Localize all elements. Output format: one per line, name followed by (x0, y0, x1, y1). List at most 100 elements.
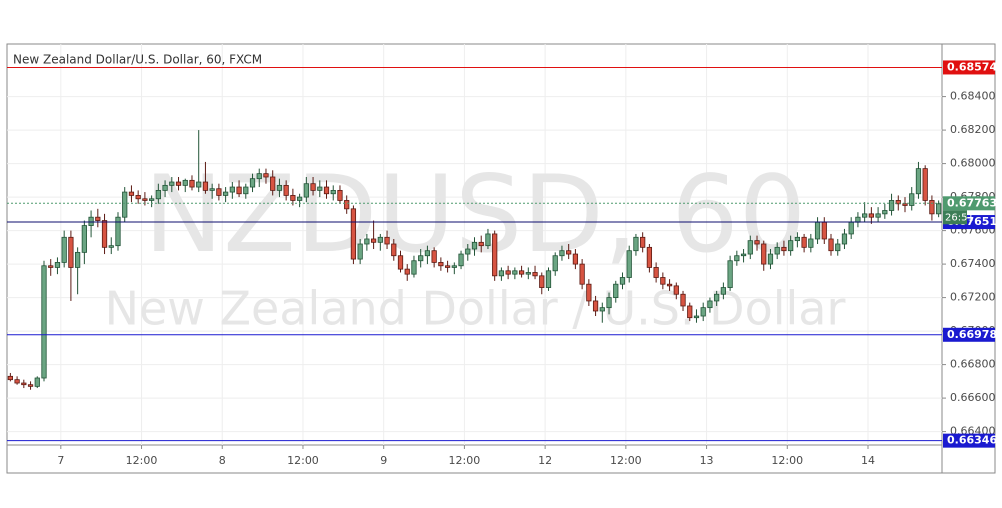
candle-body (673, 285, 679, 295)
x-tick-label: 12:00 (287, 454, 319, 467)
candle-body (599, 307, 605, 312)
candle-body (767, 253, 774, 265)
candle-body (337, 189, 343, 201)
candle-body (108, 245, 114, 248)
candle-body (687, 305, 693, 319)
candle-body (397, 255, 404, 270)
chart-title: New Zealand Dollar/U.S. Dollar, 60, FXCM (13, 53, 262, 67)
candle-body (492, 233, 498, 277)
candle-body (572, 253, 579, 265)
candle-body (929, 200, 935, 215)
x-tick-label: 7 (57, 454, 64, 467)
candle-body (61, 236, 67, 263)
candle-body (330, 189, 336, 195)
timer-label: 26:51 (945, 212, 974, 223)
candle-body (774, 246, 780, 255)
x-tick-label: 13 (700, 454, 714, 467)
candle-body (323, 186, 330, 195)
y-tick-label: 0.66800 (950, 358, 996, 371)
candle-body (693, 315, 700, 319)
candle-body (801, 236, 807, 248)
candle-body (478, 241, 484, 247)
watermark-name: New Zealand Dollar / U.S. Dollar (105, 282, 846, 336)
level-label: 0.68574 (947, 60, 997, 73)
candle-body (202, 181, 209, 191)
candle-body (498, 270, 505, 277)
candle-body (256, 173, 262, 180)
candle-body (303, 183, 309, 198)
candle-body (54, 262, 61, 268)
x-tick-label: 12:00 (610, 454, 642, 467)
candle-body (236, 186, 242, 195)
candle-body (249, 178, 256, 188)
candle-body (283, 184, 289, 196)
candle-body (545, 270, 552, 288)
candle-body (88, 216, 94, 226)
candle-body (828, 238, 834, 252)
candle-body (196, 181, 202, 188)
candle-body (902, 203, 908, 206)
candle-body (660, 277, 666, 285)
level-label-bg (943, 60, 995, 75)
candle-body (518, 270, 525, 275)
candle-body (606, 297, 612, 309)
x-tick-label: 9 (380, 454, 387, 467)
y-tick-label: 0.68200 (950, 123, 996, 136)
candle-body (263, 173, 269, 178)
y-tick-label: 0.66600 (950, 391, 996, 404)
x-tick-label: 12:00 (771, 454, 803, 467)
candle-body (559, 250, 565, 257)
candle-body (747, 240, 753, 255)
candle-body (532, 272, 538, 277)
candle-body (27, 384, 34, 387)
chart-frame (6, 43, 996, 474)
candle-body (344, 200, 350, 210)
candle-body (552, 255, 558, 272)
candle-body (424, 250, 431, 257)
candle-body (855, 216, 861, 223)
candle-body (438, 262, 444, 267)
candle-body (888, 200, 895, 211)
candle-body (290, 195, 296, 201)
candle-body (754, 240, 760, 245)
candle-body (81, 225, 87, 253)
level-label: 0.66346 (947, 434, 997, 447)
x-tick-label: 12:00 (449, 454, 481, 467)
candle-body (41, 265, 47, 379)
candle-body (115, 216, 121, 247)
current-price-label: 0.67763 (947, 196, 997, 209)
candle-body (592, 300, 599, 312)
candle-body (350, 208, 357, 260)
candle-body (243, 186, 249, 195)
candle-body (14, 379, 20, 384)
candle-body (270, 176, 276, 191)
candle-body (936, 203, 942, 215)
candle-body (95, 216, 101, 221)
x-tick-label: 8 (219, 454, 226, 467)
candle-body (296, 196, 303, 201)
candle-body (465, 248, 471, 255)
candle-body (169, 181, 175, 186)
candle-body (216, 188, 222, 196)
candle-body (915, 168, 922, 195)
candle-body (734, 255, 740, 262)
candle-body (451, 265, 457, 268)
candle-body (431, 250, 437, 263)
candle-body (209, 188, 215, 191)
candle-body (868, 213, 874, 218)
labels: 0.664000.666000.668000.670000.672000.674… (57, 60, 997, 467)
candle-body (142, 198, 148, 201)
candle-body (485, 233, 491, 247)
candle-body (666, 283, 673, 287)
level-label-bg (943, 433, 995, 448)
x-tick-label: 14 (861, 454, 875, 467)
candle-body (310, 183, 316, 191)
candle-body (862, 213, 868, 218)
candle-body (740, 253, 747, 257)
candle-body (788, 240, 794, 252)
candle-body (882, 210, 888, 215)
candle-body (34, 377, 40, 387)
candle-body (444, 265, 451, 268)
